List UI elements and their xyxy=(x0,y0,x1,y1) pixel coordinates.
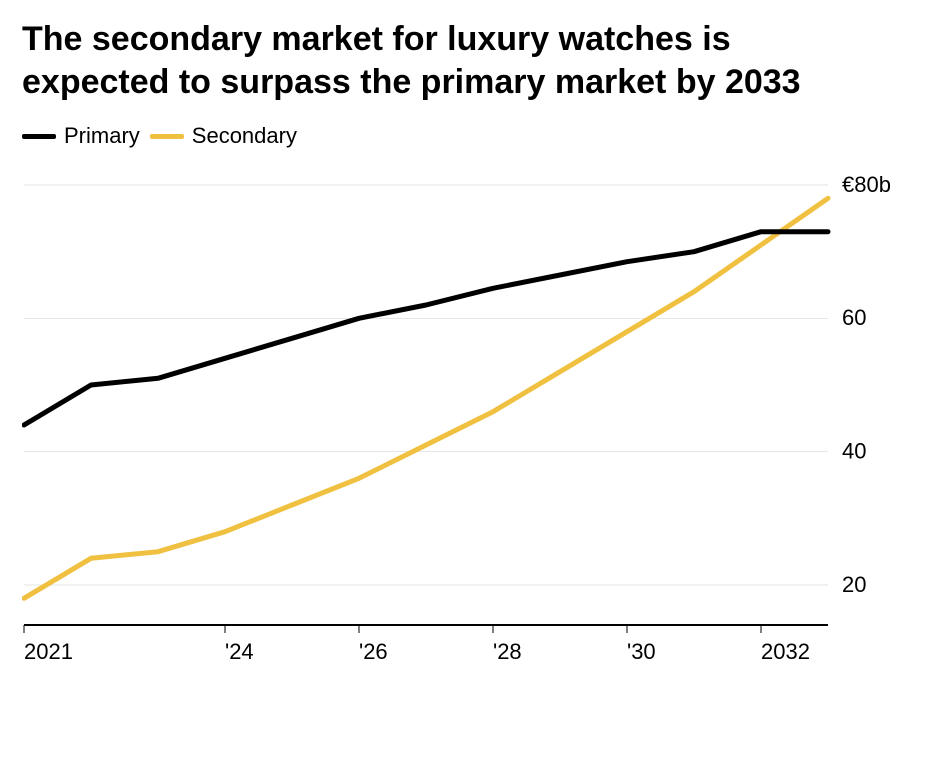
x-tick-label: 2021 xyxy=(24,639,73,664)
legend-swatch-secondary xyxy=(150,134,184,139)
x-tick-label: '28 xyxy=(493,639,522,664)
y-tick-label: 60 xyxy=(842,305,866,330)
chart-svg: €80b 60 40 20 2021 '24 '26 '28 '30 2032 xyxy=(22,159,912,679)
series-primary xyxy=(24,232,828,425)
legend-label-primary: Primary xyxy=(64,123,140,149)
legend-label-secondary: Secondary xyxy=(192,123,297,149)
x-tick-label: '24 xyxy=(225,639,254,664)
x-tick-label: 2032 xyxy=(761,639,810,664)
legend: Primary Secondary xyxy=(22,123,914,149)
y-tick-label: 20 xyxy=(842,572,866,597)
series-secondary xyxy=(24,198,828,598)
y-tick-label: 40 xyxy=(842,438,866,463)
x-tick-label: '26 xyxy=(359,639,388,664)
x-tick-label: '30 xyxy=(627,639,656,664)
y-tick-label: €80b xyxy=(842,172,891,197)
legend-item-secondary: Secondary xyxy=(150,123,297,149)
chart: €80b 60 40 20 2021 '24 '26 '28 '30 2032 xyxy=(22,159,914,679)
legend-item-primary: Primary xyxy=(22,123,140,149)
chart-title: The secondary market for luxury watches … xyxy=(22,18,842,103)
legend-swatch-primary xyxy=(22,134,56,139)
